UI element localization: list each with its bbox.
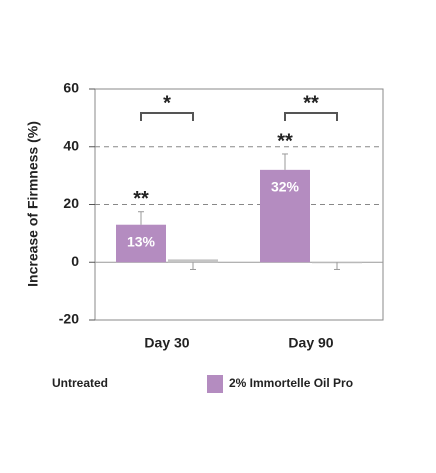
legend-label: 2% Immortelle Oil Pro — [229, 376, 353, 390]
x-tick-label: Day 30 — [144, 335, 189, 351]
comparison-label: ** — [303, 92, 319, 114]
value-label: 13% — [127, 233, 156, 249]
legend-swatch — [207, 375, 223, 393]
y-tick-label: 40 — [63, 137, 79, 153]
x-tick-label: Day 90 — [288, 335, 333, 351]
legend-label: Untreated — [52, 376, 108, 390]
y-tick-label: 0 — [71, 253, 79, 269]
comparison-bracket — [284, 112, 338, 121]
bar — [260, 169, 310, 263]
y-tick-label: 20 — [63, 195, 79, 211]
significance-label: ** — [133, 188, 149, 210]
bar — [168, 259, 218, 263]
significance-label: ** — [277, 130, 293, 152]
comparison-bracket — [140, 112, 194, 121]
y-axis-label: Increase of Firmness (%) — [25, 121, 41, 287]
bar — [116, 224, 166, 263]
comparison-label: * — [163, 92, 171, 114]
y-tick-label: 60 — [63, 80, 79, 96]
y-tick-label: -20 — [59, 311, 79, 327]
value-label: 32% — [271, 179, 300, 195]
